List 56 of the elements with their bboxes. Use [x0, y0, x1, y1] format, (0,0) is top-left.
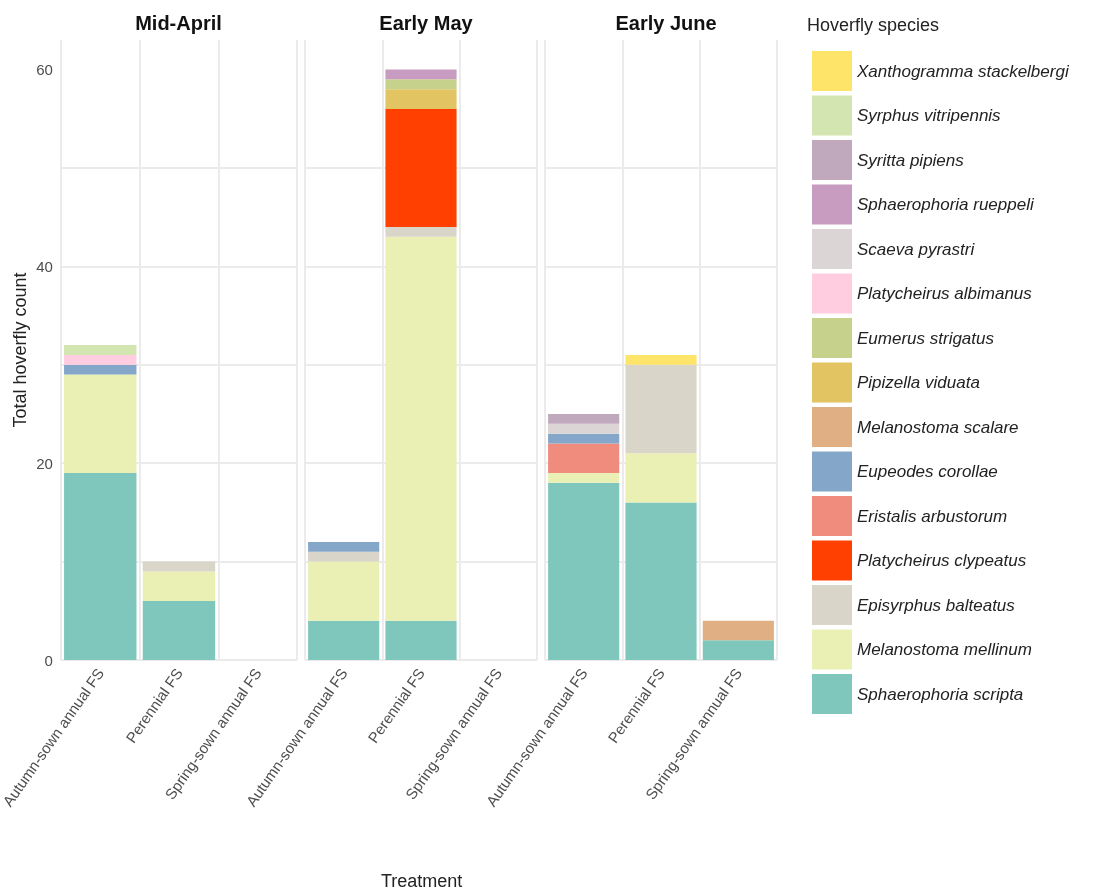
legend-label: Sphaerophoria rueppeli — [857, 195, 1035, 214]
bar — [625, 364, 697, 454]
chart-title: Mid-April — [135, 12, 222, 34]
bar — [625, 502, 697, 660]
bar — [64, 354, 137, 365]
legend-label: Xanthogramma stackelbergi — [856, 61, 1070, 81]
legend-label: Episyrphus balteatus — [857, 595, 1016, 615]
bar — [385, 89, 457, 109]
chart-title: Early June — [615, 12, 717, 34]
y-axis-title: Total hoverfly count — [9, 272, 30, 428]
bar — [702, 620, 774, 641]
bar — [548, 433, 620, 444]
legend-label: Melanostoma scalare — [857, 417, 1019, 437]
bar — [385, 79, 457, 90]
legend-label: Syritta pipiens — [857, 150, 965, 170]
legend-label: Melanostoma mellinum — [857, 640, 1032, 659]
bar — [308, 561, 380, 621]
bar — [385, 226, 457, 237]
bar — [625, 453, 697, 503]
legend-label: Eristalis arbustorum — [857, 506, 1008, 526]
bar — [548, 413, 620, 424]
legend-label: Sphaerophoria scripta — [857, 684, 1024, 704]
bar — [64, 345, 137, 355]
y-tick-label: 0 — [44, 651, 53, 669]
legend-label: Platycheirus clypeatus — [857, 551, 1027, 570]
legend-label: Eumerus strigatus — [857, 328, 995, 348]
legend-label: Scaeva pyrastri — [857, 239, 976, 259]
y-tick-label: 40 — [36, 257, 53, 275]
bar — [702, 640, 774, 660]
bar — [142, 561, 216, 572]
bar — [385, 108, 457, 227]
bar — [625, 354, 697, 365]
bar — [548, 473, 620, 483]
bar — [64, 473, 137, 660]
bar — [308, 551, 380, 562]
y-tick-label: 60 — [36, 61, 53, 79]
bar — [142, 571, 216, 601]
chart-title: Early May — [379, 12, 474, 34]
legend-label: Eupeodes corollae — [857, 462, 998, 481]
bar — [142, 600, 216, 660]
bar — [548, 423, 620, 434]
y-tick-label: 20 — [36, 454, 53, 472]
legend-label: Platycheirus albimanus — [857, 284, 1033, 303]
bar — [385, 620, 457, 660]
bar — [64, 374, 137, 474]
bar — [385, 69, 457, 80]
bar — [308, 541, 380, 552]
bar — [548, 443, 620, 474]
bar — [64, 364, 137, 375]
bar — [548, 482, 620, 660]
x-axis-title: Treatment — [381, 871, 463, 891]
bar — [385, 236, 457, 621]
legend-label: Pipizella viduata — [857, 373, 980, 392]
legend-label: Syrphus vitripennis — [857, 106, 1002, 125]
legend-title: Hoverfly species — [807, 15, 940, 35]
bar — [308, 620, 380, 660]
